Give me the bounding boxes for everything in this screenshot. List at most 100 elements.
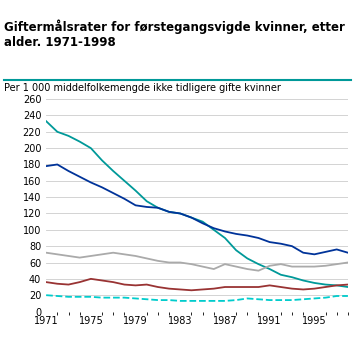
40-44 [89, 295, 93, 299]
40-44 [256, 297, 261, 301]
30-34 [55, 252, 59, 256]
20-24 [223, 236, 227, 240]
30-34 [133, 254, 138, 258]
35-39 [290, 286, 294, 291]
40-44 [268, 298, 272, 302]
40-44 [245, 296, 250, 301]
30-34 [290, 264, 294, 269]
35-39 [100, 278, 104, 282]
35-39 [279, 285, 283, 289]
20-24 [312, 281, 317, 285]
30-34 [245, 267, 250, 271]
25-29 [167, 210, 171, 214]
35-39 [212, 286, 216, 291]
35-39 [189, 288, 193, 292]
25-29 [66, 169, 71, 173]
35-39 [178, 287, 182, 292]
40-44 [346, 294, 350, 298]
25-29 [55, 162, 59, 167]
40-44 [66, 295, 71, 299]
35-39 [66, 282, 71, 287]
40-44 [55, 294, 59, 298]
30-34 [223, 262, 227, 266]
30-34 [212, 267, 216, 271]
35-39 [223, 285, 227, 289]
40-44 [335, 294, 339, 298]
30-34 [335, 262, 339, 266]
35-39 [201, 287, 205, 292]
25-29 [234, 232, 238, 236]
25-29 [178, 211, 182, 216]
30-34 [44, 251, 48, 255]
35-39 [234, 285, 238, 289]
20-24 [133, 188, 138, 193]
40-44 [44, 293, 48, 297]
40-44 [223, 299, 227, 303]
30-34 [156, 259, 160, 263]
30-34 [100, 252, 104, 256]
25-29 [290, 244, 294, 248]
25-29 [77, 175, 82, 179]
25-29 [245, 233, 250, 238]
35-39 [268, 283, 272, 287]
35-39 [133, 283, 138, 287]
40-44 [133, 296, 138, 301]
35-39 [323, 285, 328, 289]
20-24 [156, 206, 160, 210]
40-44 [279, 298, 283, 302]
25-29 [312, 252, 317, 256]
20-24 [301, 278, 305, 282]
20-24 [167, 210, 171, 214]
30-34 [201, 264, 205, 269]
25-29 [268, 240, 272, 244]
25-29 [89, 180, 93, 184]
Line: 20-24: 20-24 [46, 121, 348, 287]
30-34 [256, 269, 261, 273]
40-44 [77, 295, 82, 299]
40-44 [156, 298, 160, 302]
20-24 [335, 283, 339, 287]
25-29 [323, 250, 328, 254]
20-24 [111, 169, 115, 173]
20-24 [256, 262, 261, 266]
25-29 [144, 205, 149, 209]
40-44 [201, 299, 205, 303]
40-44 [122, 296, 126, 300]
20-24 [89, 146, 93, 150]
35-39 [77, 280, 82, 284]
25-29 [111, 191, 115, 195]
35-39 [312, 286, 317, 291]
20-24 [189, 216, 193, 220]
20-24 [178, 211, 182, 216]
30-34 [77, 256, 82, 260]
25-29 [44, 164, 48, 168]
30-34 [346, 261, 350, 265]
20-24 [279, 273, 283, 277]
25-29 [133, 203, 138, 207]
Text: Giftermålsrater for førstegangsvigde kvinner, etter
alder. 1971-1998: Giftermålsrater for førstegangsvigde kvi… [4, 19, 344, 49]
25-29 [223, 229, 227, 234]
25-29 [279, 241, 283, 246]
25-29 [301, 251, 305, 255]
25-29 [122, 197, 126, 201]
35-39 [122, 282, 126, 287]
20-24 [77, 139, 82, 144]
20-24 [234, 248, 238, 252]
30-34 [323, 264, 328, 268]
25-29 [346, 251, 350, 255]
25-29 [201, 221, 205, 225]
20-24 [44, 119, 48, 123]
35-39 [111, 280, 115, 284]
Line: 35-39: 35-39 [46, 279, 348, 290]
35-39 [301, 287, 305, 292]
40-44 [100, 296, 104, 300]
20-24 [122, 179, 126, 183]
40-44 [167, 298, 171, 302]
25-29 [156, 206, 160, 210]
30-34 [111, 251, 115, 255]
30-34 [66, 254, 71, 258]
Line: 40-44: 40-44 [46, 295, 348, 301]
20-24 [245, 256, 250, 261]
35-39 [55, 282, 59, 286]
40-44 [144, 297, 149, 301]
